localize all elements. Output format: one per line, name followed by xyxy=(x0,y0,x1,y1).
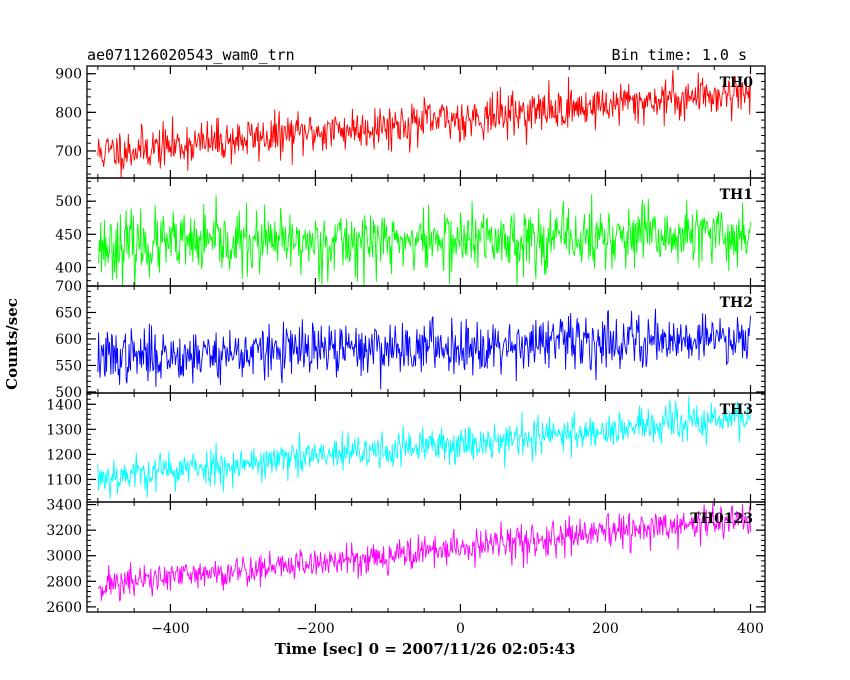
panel-frame-th0 xyxy=(86,65,766,179)
series-line-th3 xyxy=(97,396,751,499)
y-tick-label: 3400 xyxy=(46,498,82,514)
y-tick-label: 650 xyxy=(55,305,82,321)
y-axis-label: Counts/sec xyxy=(3,298,21,390)
series-line-th0123 xyxy=(97,503,751,602)
panel-label-th2: TH2 xyxy=(720,295,753,311)
panel-frame-th3 xyxy=(86,392,766,503)
chart-title: ae071126020543_wam0_trn xyxy=(87,46,295,64)
y-tick-label: 550 xyxy=(55,358,82,374)
y-tick-label: 1300 xyxy=(46,422,82,438)
y-tick-label: 800 xyxy=(55,105,82,121)
x-tick-label: 400 xyxy=(737,621,764,637)
panel-frame-th1 xyxy=(86,177,766,287)
y-tick-label: 700 xyxy=(55,279,82,295)
x-tick-label: 200 xyxy=(592,621,619,637)
y-tick-label: 600 xyxy=(55,332,82,348)
series-line-th1 xyxy=(97,194,751,286)
panel-label-th0: TH0 xyxy=(720,75,754,91)
y-tick-label: 500 xyxy=(55,385,82,401)
y-tick-label: 1100 xyxy=(46,472,82,488)
panel-label-th0123: TH0123 xyxy=(690,511,753,527)
x-tick-label: −400 xyxy=(151,621,189,637)
y-tick-label: 2800 xyxy=(46,574,82,590)
y-tick-label: 3000 xyxy=(46,549,82,565)
series-line-th0 xyxy=(97,69,751,178)
x-axis-label: Time [sec] 0 = 2007/11/26 02:05:43 xyxy=(275,640,576,658)
panel-label-th1: TH1 xyxy=(720,187,753,203)
x-tick-label: −200 xyxy=(296,621,334,637)
panels: 700 800 900 TH0 400 450 500 TH1 500 550 600 650 700 T… xyxy=(46,65,766,637)
bin-time-label: Bin time: 1.0 s xyxy=(612,46,747,64)
panel-label-th3: TH3 xyxy=(720,402,753,418)
y-tick-label: 450 xyxy=(55,227,82,243)
y-tick-label: 700 xyxy=(55,144,82,160)
y-tick-label: 1400 xyxy=(46,397,82,413)
y-tick-label: 400 xyxy=(55,260,82,276)
y-tick-label: 500 xyxy=(55,194,82,210)
y-tick-label: 900 xyxy=(55,67,82,83)
y-tick-label: 3200 xyxy=(46,523,82,539)
series-line-th2 xyxy=(97,308,751,390)
panel-frame-th0123 xyxy=(86,501,766,613)
x-tick-label: 0 xyxy=(456,621,465,637)
y-tick-label: 1200 xyxy=(46,447,82,463)
y-tick-label: 2600 xyxy=(46,600,82,616)
